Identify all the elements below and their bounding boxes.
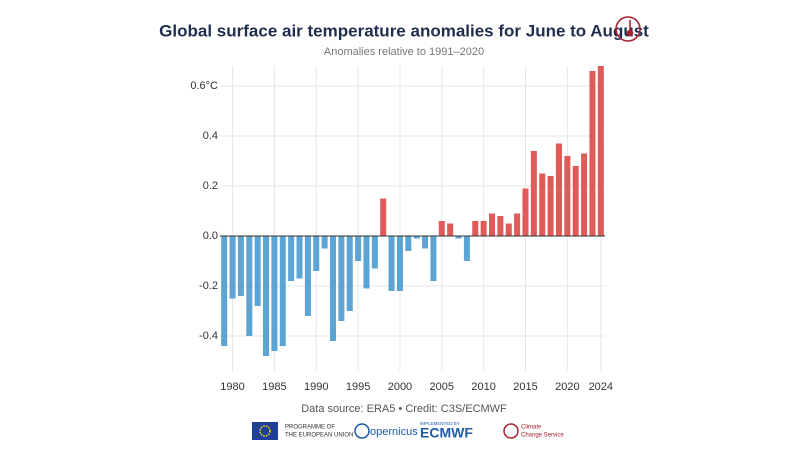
ecmwf: ECMWF (420, 425, 473, 441)
bar (338, 236, 345, 321)
ecmwf-note: IMPLEMENTED BY (420, 421, 460, 426)
bar (572, 166, 579, 236)
bar (246, 236, 253, 336)
y-tick-label: 0.4 (203, 130, 218, 142)
bar (388, 236, 395, 291)
x-tick-label: 2010 (471, 381, 495, 393)
y-tick-label: 0.0 (203, 230, 218, 242)
bar (355, 236, 362, 261)
bar (597, 66, 604, 236)
y-tick-label: 0.6°C (190, 80, 218, 92)
x-tick-label: 2020 (555, 381, 579, 393)
logos: PROGRAMME OF THE EUROPEAN UNION opernicu… (252, 421, 564, 441)
chart-title: Global surface air temperature anomalies… (159, 21, 649, 40)
bar (321, 236, 328, 249)
bar (304, 236, 311, 316)
bar (581, 153, 588, 236)
x-tick-label: 1995 (346, 381, 370, 393)
bar (472, 221, 479, 236)
bar (237, 236, 244, 296)
bar (296, 236, 303, 279)
bar (530, 151, 537, 236)
bar (346, 236, 353, 311)
bar (380, 198, 387, 236)
eu-text: PROGRAMME OF (285, 425, 335, 431)
bar (463, 236, 470, 261)
bar (539, 173, 546, 236)
eu-text: THE EUROPEAN UNION (285, 433, 353, 439)
bar (371, 236, 378, 269)
bar (263, 236, 270, 356)
y-tick-label: 0.2 (203, 180, 218, 192)
bar (229, 236, 236, 299)
bar (505, 223, 512, 236)
x-tick-label: 1990 (304, 381, 328, 393)
x-tick-label: 2015 (513, 381, 537, 393)
bar (455, 236, 462, 239)
bar (279, 236, 286, 346)
bar (313, 236, 320, 271)
corner-icon (615, 16, 641, 42)
x-tick-label: 1985 (262, 381, 286, 393)
bar (447, 223, 454, 236)
bar (438, 221, 445, 236)
x-tick-label: 2005 (430, 381, 454, 393)
bar (430, 236, 437, 281)
bar (589, 71, 596, 236)
bar (363, 236, 370, 289)
bar (254, 236, 261, 306)
x-tick-label: 1980 (220, 381, 244, 393)
bar (488, 213, 496, 236)
copernicus: opernicus (370, 426, 418, 438)
y-tick-label: -0.4 (199, 330, 218, 342)
bar (547, 176, 554, 236)
bar (422, 236, 429, 249)
bar (329, 236, 337, 341)
bar (396, 236, 403, 291)
bar (522, 188, 529, 236)
bar (555, 143, 562, 236)
x-tick-label: 2024 (589, 381, 613, 393)
c3s-text: Change Service (521, 433, 564, 439)
bar (405, 236, 412, 251)
bar (221, 236, 228, 346)
bar (497, 216, 504, 236)
bar (413, 236, 420, 239)
bar (480, 221, 487, 236)
bar (271, 236, 278, 351)
c3s-text: Climate (521, 425, 542, 431)
bar (288, 236, 295, 281)
y-tick-label: -0.2 (199, 280, 218, 292)
x-tick-label: 2000 (388, 381, 412, 393)
source: Data source: ERA5 • Credit: C3S/ECMWF (301, 403, 507, 415)
chart-subtitle: Anomalies relative to 1991–2020 (324, 46, 484, 58)
bar (514, 213, 521, 236)
bar (564, 156, 571, 236)
